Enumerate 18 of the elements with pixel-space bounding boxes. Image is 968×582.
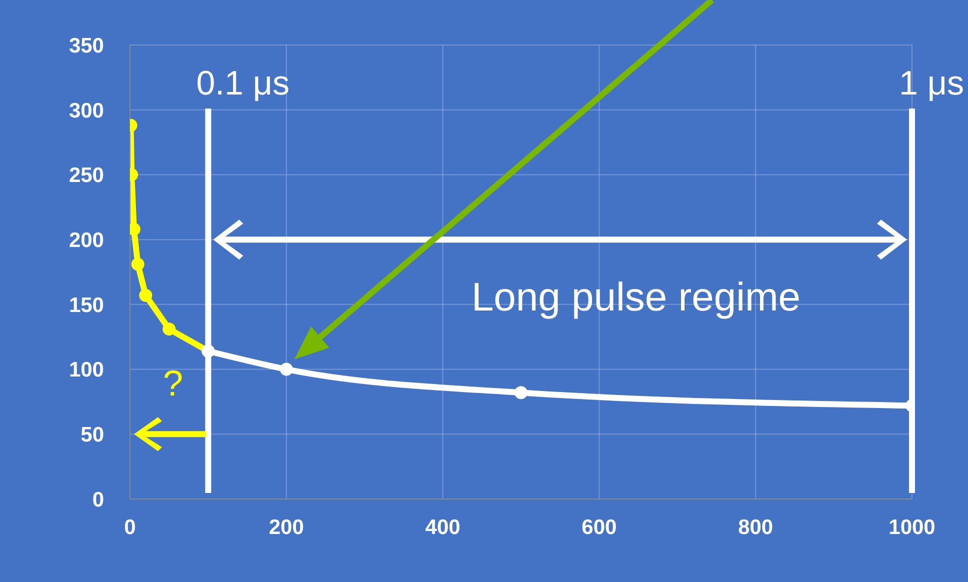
y-tick-label: 200 xyxy=(68,229,104,252)
y-tick-label: 300 xyxy=(68,99,104,122)
y-tick-label: 250 xyxy=(68,164,104,188)
x-tick-label: 600 xyxy=(582,516,617,539)
y-tick-label: 350 xyxy=(68,34,104,58)
x-tick-label: 0 xyxy=(124,516,136,539)
ref-line-label: 0.1 μs xyxy=(196,64,290,103)
annotation: ? xyxy=(162,362,184,404)
x-tick-label: 1000 xyxy=(888,516,936,539)
x-tick-label: 800 xyxy=(738,516,774,539)
x-tick-label: 200 xyxy=(268,516,304,539)
annotation: Long pulse regime xyxy=(471,276,801,320)
y-tick-label: 0 xyxy=(92,488,104,512)
y-tick-label: 100 xyxy=(68,358,104,382)
y-tick-label: 150 xyxy=(68,294,104,317)
ref-line-label: 1 μs xyxy=(899,64,964,103)
x-tick-label: 400 xyxy=(425,516,460,539)
y-tick-label: 50 xyxy=(80,424,104,447)
